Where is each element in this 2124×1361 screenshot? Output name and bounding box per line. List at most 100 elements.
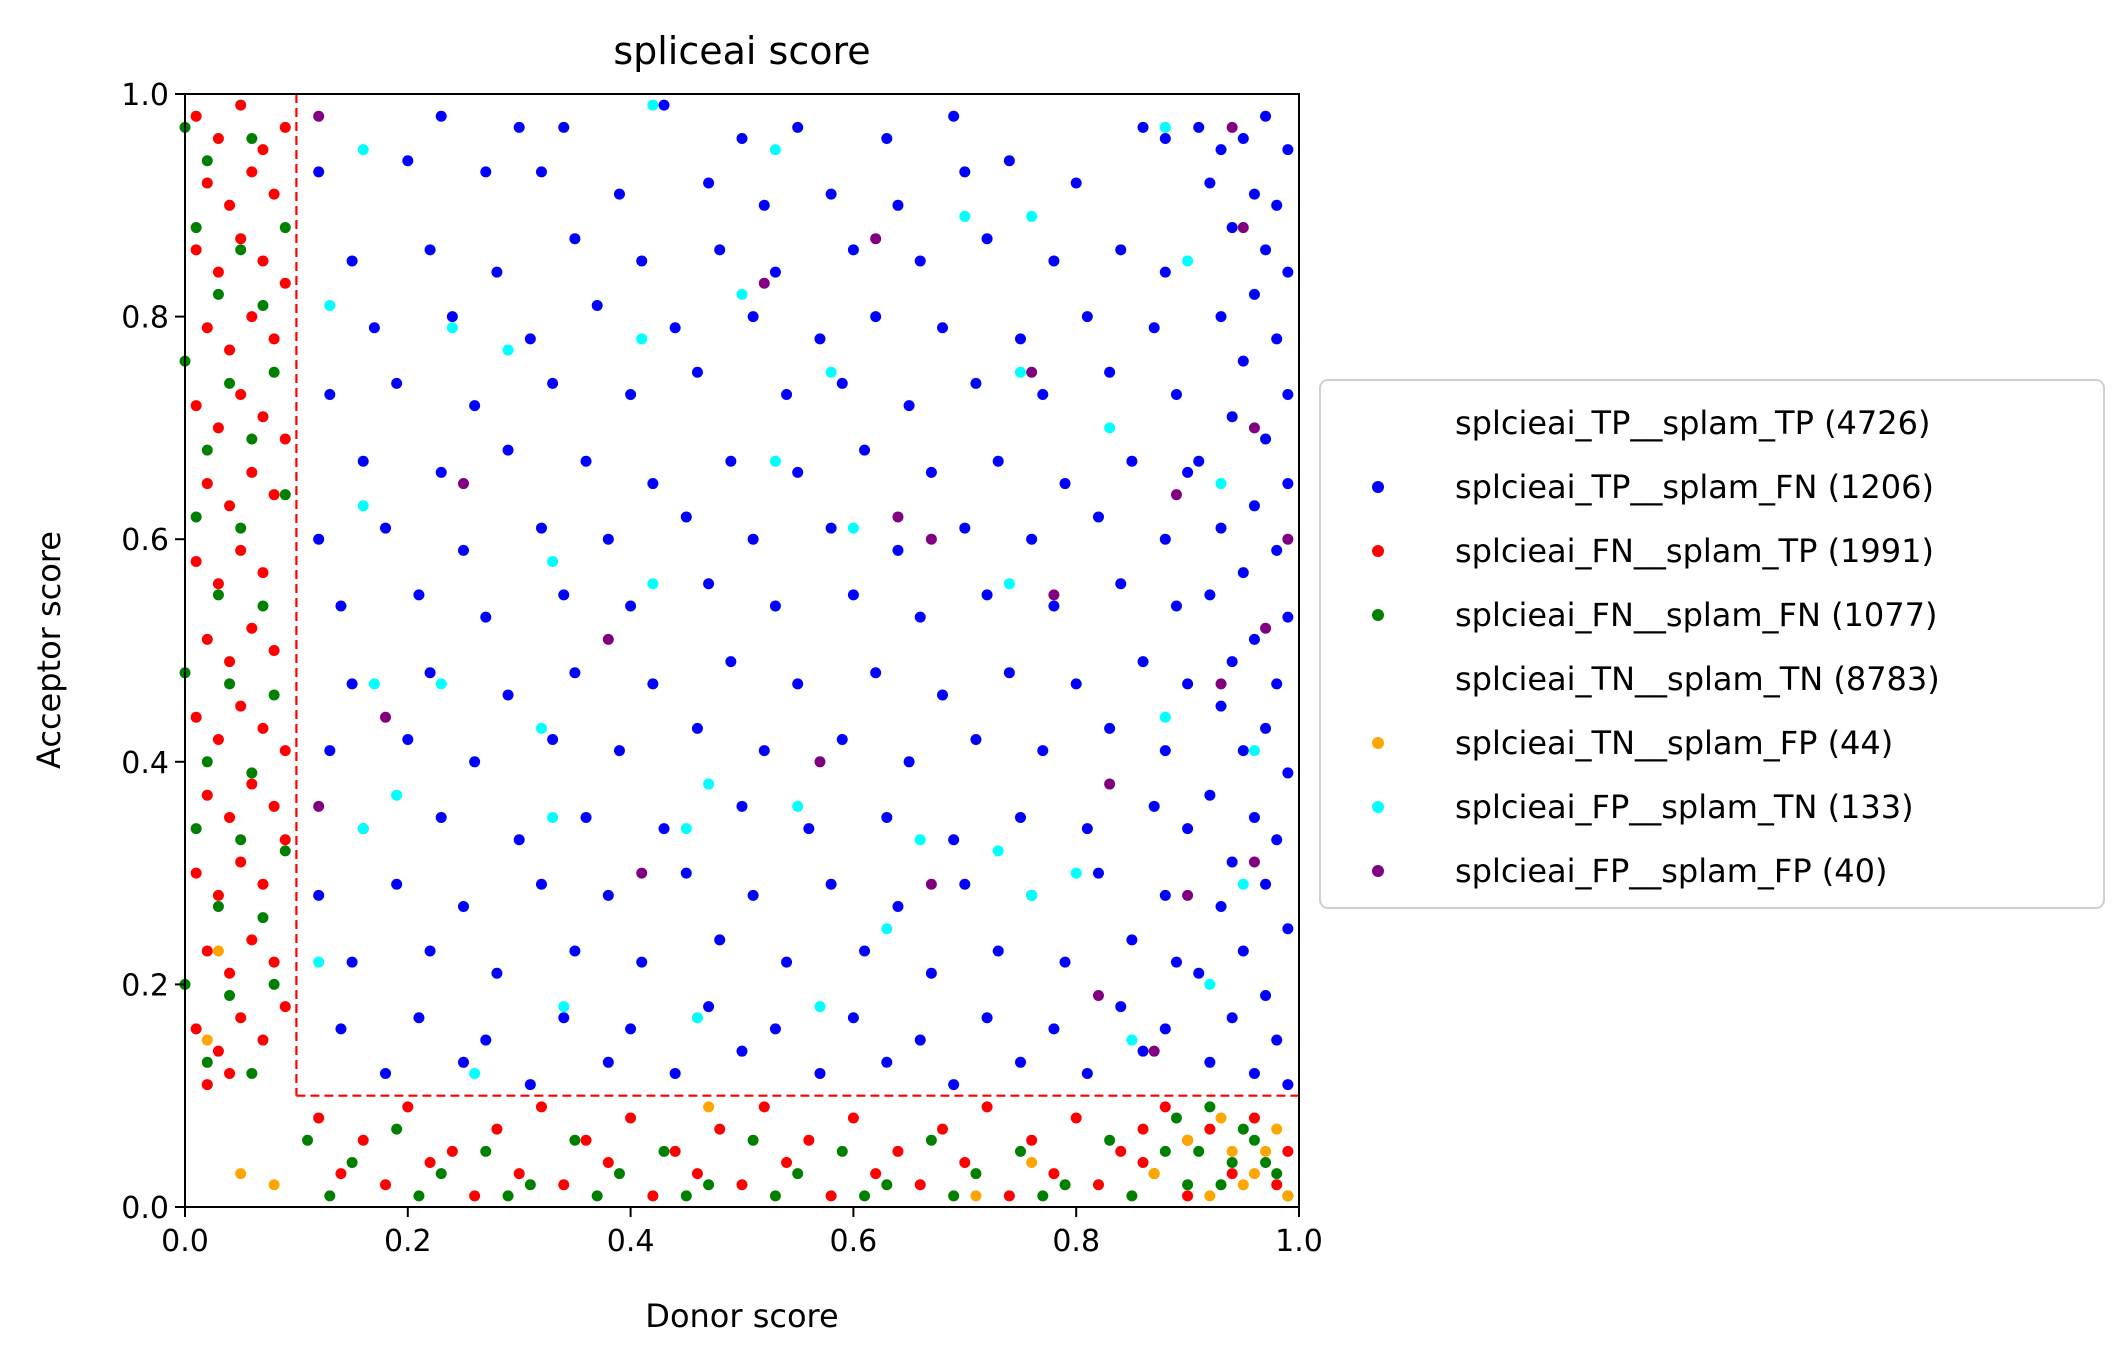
point-series-2: [235, 856, 247, 868]
point-series-3: [1170, 1112, 1182, 1124]
point-series-2: [1271, 1179, 1283, 1191]
point-series-1: [324, 389, 336, 401]
point-series-1: [1248, 188, 1260, 200]
point-series-1: [469, 756, 481, 768]
point-series-1: [625, 1023, 637, 1035]
point-series-6: [992, 845, 1004, 857]
point-series-2: [212, 133, 224, 145]
point-series-3: [881, 1179, 893, 1191]
point-series-1: [925, 967, 937, 979]
point-series-1: [847, 244, 859, 256]
point-series-1: [781, 956, 793, 968]
point-series-1: [1226, 411, 1238, 423]
point-series-2: [335, 1168, 347, 1180]
point-series-2: [736, 1179, 748, 1191]
point-series-1: [703, 578, 715, 590]
point-series-7: [636, 867, 648, 879]
point-series-1: [836, 734, 848, 746]
point-series-3: [190, 511, 202, 523]
point-series-2: [201, 633, 213, 645]
point-series-1: [769, 600, 781, 612]
point-series-3: [235, 522, 247, 534]
point-series-7: [814, 756, 826, 768]
point-series-1: [1215, 900, 1227, 912]
point-series-1: [1215, 311, 1227, 323]
point-series-2: [1137, 1156, 1149, 1168]
point-series-1: [391, 377, 403, 389]
legend-label-2: splcieai_FN__splam_TP (1991): [1455, 532, 1934, 570]
point-series-7: [313, 110, 325, 122]
point-series-1: [937, 689, 949, 701]
point-series-1: [446, 311, 458, 323]
point-series-1: [781, 389, 793, 401]
threshold-lines: [295, 94, 1299, 1097]
point-series-1: [769, 1023, 781, 1035]
point-series-2: [201, 945, 213, 957]
point-series-1: [1271, 199, 1283, 211]
point-series-1: [1226, 856, 1238, 868]
point-series-1: [346, 956, 358, 968]
point-series-1: [547, 734, 559, 746]
point-series-2: [246, 311, 258, 323]
point-series-1: [491, 967, 503, 979]
point-series-2: [246, 622, 258, 634]
point-series-7: [892, 511, 904, 523]
point-series-1: [1260, 244, 1272, 256]
point-series-1: [524, 1079, 536, 1091]
point-series-1: [1237, 567, 1249, 579]
point-series-1: [558, 589, 570, 601]
x-axis-label: Donor score: [645, 1297, 838, 1335]
point-series-1: [859, 444, 871, 456]
point-series-2: [1226, 1168, 1238, 1180]
point-series-3: [970, 1168, 982, 1180]
point-series-1: [1048, 1023, 1060, 1035]
point-series-2: [257, 255, 269, 267]
point-series-6: [357, 144, 369, 156]
point-series-1: [313, 533, 325, 545]
point-series-1: [870, 667, 882, 679]
point-series-3: [769, 1190, 781, 1202]
point-series-1: [424, 244, 436, 256]
point-series-1: [825, 878, 837, 890]
plot-frame: [184, 93, 1300, 1208]
point-series-2: [279, 745, 291, 757]
point-series-1: [1048, 600, 1060, 612]
point-series-6: [769, 144, 781, 156]
point-series-5: [1215, 1112, 1227, 1124]
point-series-2: [870, 1168, 882, 1180]
point-series-2: [235, 1012, 247, 1024]
point-series-6: [502, 344, 514, 356]
point-series-1: [1137, 121, 1149, 133]
point-series-5: [1271, 1123, 1283, 1135]
point-series-1: [435, 466, 447, 478]
point-series-1: [1037, 745, 1049, 757]
point-series-6: [769, 455, 781, 467]
point-series-6: [547, 555, 559, 567]
point-series-1: [380, 522, 392, 534]
point-series-2: [1003, 1190, 1015, 1202]
point-series-2: [892, 1145, 904, 1157]
point-series-1: [1037, 389, 1049, 401]
point-series-3: [268, 978, 280, 990]
point-series-3: [268, 366, 280, 378]
point-series-7: [313, 800, 325, 812]
point-series-3: [502, 1190, 514, 1202]
point-series-3: [257, 600, 269, 612]
point-series-6: [357, 823, 369, 835]
point-series-3: [324, 1190, 336, 1202]
point-series-2: [235, 544, 247, 556]
point-series-3: [201, 1056, 213, 1068]
point-series-1: [580, 455, 592, 467]
point-series-1: [1282, 478, 1294, 490]
point-series-1: [1271, 333, 1283, 345]
point-series-1: [747, 311, 759, 323]
y-tick-label: 0.6: [121, 523, 169, 558]
point-series-1: [391, 878, 403, 890]
point-series-1: [814, 333, 826, 345]
point-series-1: [535, 166, 547, 178]
point-series-3: [201, 155, 213, 167]
point-series-3: [1204, 1101, 1216, 1113]
point-series-1: [1282, 611, 1294, 623]
point-series-1: [1226, 222, 1238, 234]
legend-marker-7: [1372, 865, 1384, 877]
